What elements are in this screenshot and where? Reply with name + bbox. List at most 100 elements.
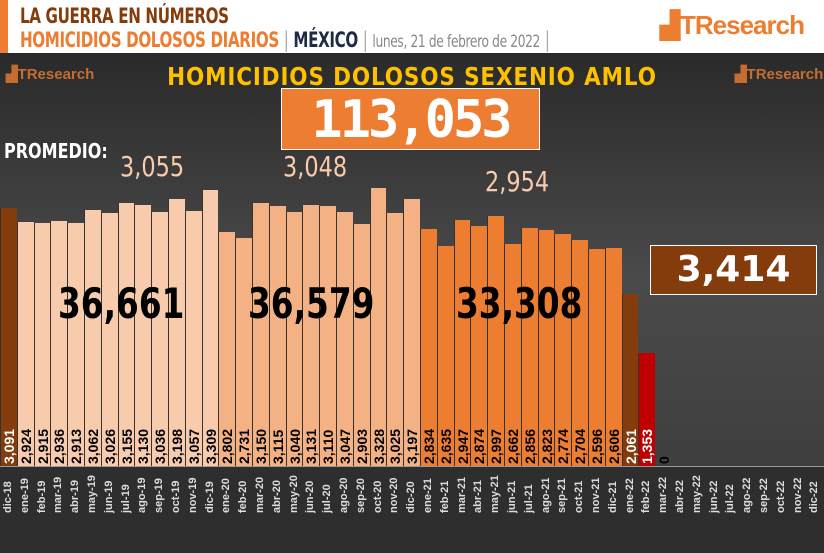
value-label: 2,823 xyxy=(538,428,555,464)
bar-may-19 xyxy=(84,210,101,466)
bar-oct-21 xyxy=(571,240,588,466)
tick-label-oct-19: oct-19 xyxy=(170,480,182,513)
value-label: 3,115 xyxy=(269,429,286,464)
tick-label-ago-22: ago-22 xyxy=(741,477,754,513)
value-label: 3,130 xyxy=(135,428,152,464)
chart-title: HOMICIDIOS DOLOSOS SEXENIO AMLO xyxy=(167,62,657,91)
projection-box: 3,414 xyxy=(650,245,817,295)
total-2021: 33,308 xyxy=(456,279,583,328)
value-label: 2,913 xyxy=(68,428,85,464)
total-2019: 36,661 xyxy=(58,279,185,328)
bar-abr-21 xyxy=(470,226,488,466)
tick-label-feb-20: feb-20 xyxy=(237,480,250,513)
value-label: 2,947 xyxy=(454,428,471,464)
tick-label-jun-20: jun-20 xyxy=(304,480,317,513)
average-2020: 3,048 xyxy=(283,150,348,183)
tick-label-sep-20: sep-20 xyxy=(354,478,367,513)
tresearch-logo: ▟TResearch xyxy=(660,10,805,40)
value-label: 2,802 xyxy=(219,428,236,464)
header-subtitle: HOMICIDIOS DOLOSOS DIARIOS | MÉXICO | lu… xyxy=(20,28,550,52)
tick-label-oct-20: oct-20 xyxy=(371,480,384,513)
value-label: 2,774 xyxy=(555,428,572,464)
value-label: 2,903 xyxy=(353,428,370,464)
tick-label-mar-22: mar-22 xyxy=(657,476,670,513)
value-label: 2,704 xyxy=(572,428,589,464)
subtitle-text: HOMICIDIOS DOLOSOS DIARIOS xyxy=(20,28,279,52)
tick-label-feb-22: feb-22 xyxy=(640,480,653,513)
value-label: 3,062 xyxy=(85,428,101,464)
value-label: 3,131 xyxy=(303,428,320,464)
value-label: 1,353 xyxy=(639,428,656,464)
tick-label-sep-22: sep-22 xyxy=(758,478,770,513)
bar-nov-21 xyxy=(588,249,605,466)
axis-strip xyxy=(0,466,824,553)
bar-jun-20 xyxy=(302,204,320,466)
tick-label-may-22: may-22 xyxy=(690,475,703,513)
value-label: 3,057 xyxy=(185,428,202,464)
separator: | xyxy=(362,28,368,52)
bar-nov-20 xyxy=(386,213,404,466)
value-label: 2,874 xyxy=(471,428,488,464)
average-2021: 2,954 xyxy=(485,165,550,198)
watermark-logo: ▟TResearch xyxy=(6,66,95,83)
tick-label-nov-22: nov-22 xyxy=(791,477,804,513)
bar-ene-19 xyxy=(16,221,34,466)
separator: | xyxy=(544,28,550,52)
tick-label-sep-21: sep-21 xyxy=(556,478,569,513)
header-title: LA GUERRA EN NÚMEROS xyxy=(20,4,229,28)
bar-ago-20 xyxy=(336,211,353,466)
tick-label-sep-19: sep-19 xyxy=(153,478,166,513)
tick-label-nov-20: nov-20 xyxy=(388,477,401,513)
bar-dic-21 xyxy=(604,248,622,466)
tick-label-oct-21: oct-21 xyxy=(573,480,586,513)
value-label: 3,091 xyxy=(1,428,17,464)
value-label: 2,596 xyxy=(589,428,605,464)
tick-label-jul-20: jul-20 xyxy=(321,484,334,513)
tick-label-mar-20: mar-20 xyxy=(254,476,266,513)
bar-may-20 xyxy=(285,212,303,466)
tick-label-mar-21: mar-21 xyxy=(455,476,468,513)
bar-ene-21 xyxy=(420,229,437,466)
tick-label-may-19: may-19 xyxy=(86,475,98,513)
total-2020: 36,579 xyxy=(248,279,375,328)
bar-ene-22 xyxy=(621,293,639,466)
header: LA GUERRA EN NÚMEROS HOMICIDIOS DOLOSOS … xyxy=(0,0,824,53)
bar-oct-19 xyxy=(168,198,185,466)
bar-abr-20 xyxy=(268,205,286,466)
bar-abr-19 xyxy=(67,222,84,466)
value-label: 3,328 xyxy=(370,428,387,464)
bar-dic-19 xyxy=(201,189,219,466)
value-label: 3,198 xyxy=(169,428,185,464)
value-label: 2,856 xyxy=(521,428,538,464)
value-label: 2,997 xyxy=(488,428,505,464)
tick-label-may-21: may-21 xyxy=(489,475,502,513)
promedio-label: PROMEDIO: xyxy=(4,139,108,163)
tick-label-dic-20: dic-20 xyxy=(405,481,418,513)
tick-label-jul-21: jul-21 xyxy=(522,484,535,513)
tick-label-abr-19: abr-19 xyxy=(69,479,82,513)
tick-label-jul-19: jul-19 xyxy=(119,484,132,513)
tick-label-dic-21: dic-21 xyxy=(606,481,619,513)
bar-dic-20 xyxy=(403,199,420,466)
bar-jul-19 xyxy=(117,202,135,466)
bar-ago-21 xyxy=(537,230,555,466)
bar-mar-20 xyxy=(252,202,269,466)
value-label: 3,036 xyxy=(152,428,169,464)
tick-label-jul-22: jul-22 xyxy=(724,484,737,513)
bar-ago-19 xyxy=(134,204,152,466)
bar-nov-19 xyxy=(184,210,202,466)
bar-jun-19 xyxy=(100,213,118,466)
value-label: 3,110 xyxy=(320,429,337,464)
tick-label-oct-22: oct-22 xyxy=(774,480,787,513)
tick-label-abr-21: abr-21 xyxy=(472,479,485,513)
tick-label-jun-19: jun-19 xyxy=(102,480,115,513)
tick-label-ago-19: ago-19 xyxy=(136,477,149,513)
value-label: 3,150 xyxy=(253,428,269,464)
tick-label-dic-19: dic-19 xyxy=(203,481,216,513)
bar-jul-20 xyxy=(319,206,336,466)
tick-label-feb-19: feb-19 xyxy=(35,480,48,513)
watermark-logo: ▟TResearch xyxy=(735,66,824,83)
bar-may-21 xyxy=(487,215,504,466)
tick-label-ago-20: ago-20 xyxy=(338,477,350,513)
value-label: 3,309 xyxy=(202,428,219,464)
